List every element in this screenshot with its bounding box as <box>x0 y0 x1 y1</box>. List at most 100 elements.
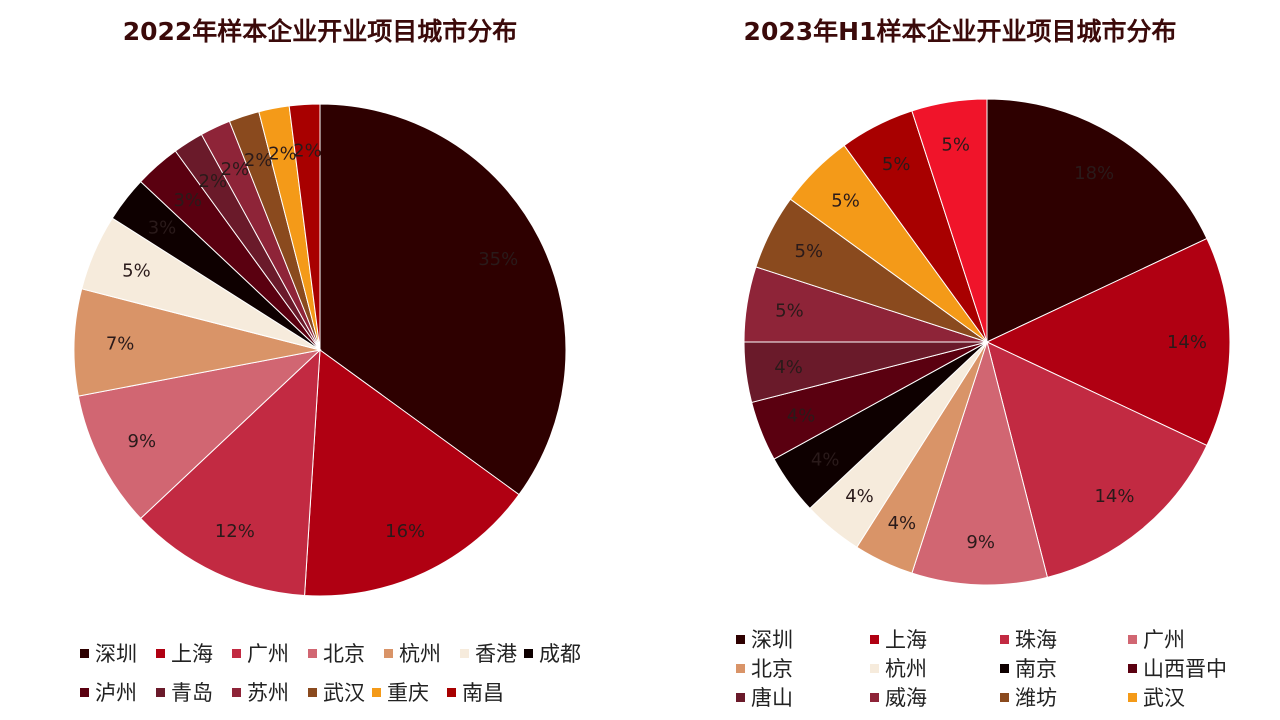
legend-swatch <box>156 687 165 697</box>
legend-item: 深圳 <box>736 624 793 654</box>
legend-label: 威海 <box>885 686 927 710</box>
legend-swatch <box>736 634 745 644</box>
legend-swatch <box>156 648 165 658</box>
legend-label: 泸州 <box>95 681 137 705</box>
slice-value-label: 2% <box>221 159 250 180</box>
legend-item: 泸州 <box>80 677 137 707</box>
legend-item: 北京 <box>308 638 365 668</box>
legend-label: 重庆 <box>387 681 429 705</box>
legend-item: 南昌 <box>447 677 504 707</box>
legend-swatch <box>736 692 745 702</box>
legend-label: 武汉 <box>1143 686 1185 710</box>
slice-value-label: 7% <box>106 334 135 355</box>
legend-item: 重庆 <box>372 677 429 707</box>
slice-value-label: 9% <box>128 431 157 452</box>
slice-value-label: 5% <box>122 261 151 282</box>
pie-slice-深圳 <box>986 98 1208 343</box>
legend-item: 青岛 <box>156 677 213 707</box>
legend-item: 武汉 <box>1128 682 1185 712</box>
legend-label: 潍坊 <box>1015 686 1057 710</box>
legend-swatch <box>1000 634 1009 644</box>
legend-item: 武汉 <box>308 677 365 707</box>
slice-value-label: 18% <box>1074 163 1114 184</box>
slice-value-label: 14% <box>1094 486 1134 507</box>
pie-slice-北京 <box>77 349 322 520</box>
legend-swatch <box>1128 634 1137 644</box>
legend-swatch <box>1000 663 1009 673</box>
legend-item: 香港 <box>460 638 517 668</box>
slice-value-label: 16% <box>385 521 425 542</box>
legend-label: 深圳 <box>751 628 793 652</box>
legend-item: 成都 <box>524 638 581 668</box>
legend-label: 上海 <box>171 642 213 666</box>
slice-value-label: 2% <box>268 144 297 165</box>
legend-label: 广州 <box>247 642 289 666</box>
legend-swatch <box>870 634 879 644</box>
legend-swatch <box>80 648 89 658</box>
legend-label: 山西晋中 <box>1143 657 1227 681</box>
slice-value-label: 4% <box>774 357 803 378</box>
legend-item: 深圳 <box>80 638 137 668</box>
legend-label: 南京 <box>1015 657 1057 681</box>
legend-swatch <box>870 692 879 702</box>
legend-label: 青岛 <box>171 681 213 705</box>
legend-item: 山西晋中 <box>1128 653 1227 683</box>
legend-swatch <box>1128 692 1137 702</box>
pie-slice-广州 <box>139 348 321 597</box>
legend-label: 珠海 <box>1015 628 1057 652</box>
legend-item: 苏州 <box>232 677 289 707</box>
legend-label: 杭州 <box>885 657 927 681</box>
slice-value-label: 9% <box>966 532 995 553</box>
legend-item: 上海 <box>870 624 927 654</box>
slice-value-label: 2% <box>293 140 322 161</box>
legend-label: 北京 <box>751 657 793 681</box>
slice-value-label: 14% <box>1167 332 1207 353</box>
legend-item: 广州 <box>232 638 289 668</box>
legend-item: 南京 <box>1000 653 1057 683</box>
pie-slice-上海 <box>304 349 520 597</box>
legend-swatch <box>232 687 241 697</box>
slice-value-label: 4% <box>811 450 840 471</box>
legend-label: 南昌 <box>462 681 504 705</box>
legend-swatch <box>232 648 241 658</box>
legend-swatch <box>1128 663 1137 673</box>
legend-label: 成都 <box>539 642 581 666</box>
legend-swatch <box>384 648 393 658</box>
pie-slice-上海 <box>985 237 1231 447</box>
slice-value-label: 35% <box>478 249 518 270</box>
slice-value-label: 4% <box>787 406 816 427</box>
legend-label: 唐山 <box>751 686 793 710</box>
legend-item: 潍坊 <box>1000 682 1057 712</box>
legend-label: 武汉 <box>323 681 365 705</box>
pie-slice-珠海 <box>986 341 1208 578</box>
legend-swatch <box>80 687 89 697</box>
pie-slice-福州 <box>911 98 988 343</box>
legend-label: 上海 <box>885 628 927 652</box>
legend-item: 杭州 <box>870 653 927 683</box>
pie-slice-深圳 <box>319 103 567 496</box>
legend-item: 上海 <box>156 638 213 668</box>
slice-value-label: 5% <box>775 301 804 322</box>
slice-value-label: 3% <box>148 217 177 238</box>
slice-value-label: 4% <box>888 513 917 534</box>
slice-value-label: 2% <box>244 150 273 171</box>
slice-value-label: 3% <box>173 190 202 211</box>
legend-label: 杭州 <box>399 642 441 666</box>
legend-swatch <box>447 687 456 697</box>
legend-label: 苏州 <box>247 681 289 705</box>
pie-slice-杭州 <box>73 288 321 397</box>
pie-slice-广州 <box>911 340 1049 586</box>
legend-swatch <box>524 648 533 658</box>
slice-value-label: 5% <box>941 134 970 155</box>
slice-value-label: 5% <box>882 154 911 175</box>
slice-value-label: 5% <box>831 191 860 212</box>
legend-swatch <box>736 663 745 673</box>
slice-value-label: 2% <box>199 171 228 192</box>
slice-value-label: 12% <box>215 521 255 542</box>
legend-swatch <box>372 687 381 697</box>
legend-swatch <box>1000 692 1009 702</box>
legend-label: 深圳 <box>95 642 137 666</box>
legend-swatch <box>308 687 317 697</box>
